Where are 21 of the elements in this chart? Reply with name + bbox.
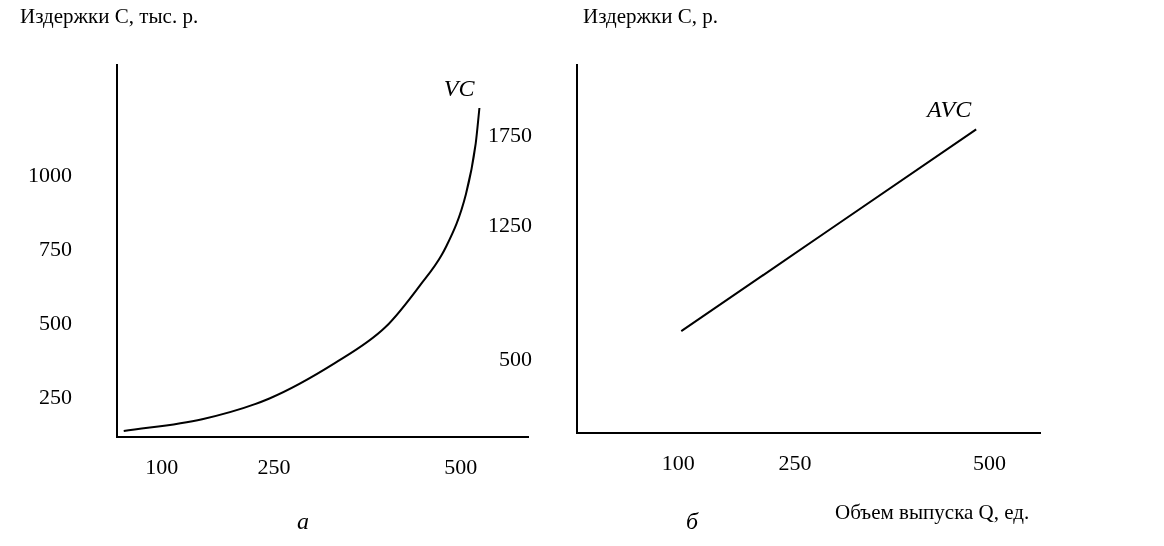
y-tick-label: 1000 bbox=[28, 161, 72, 187]
x-tick-label: 250 bbox=[778, 449, 812, 475]
series-label: AVC bbox=[925, 96, 973, 123]
y-tick-label: 250 bbox=[39, 384, 72, 410]
x-axis-title: Объем выпуска Q, ед. bbox=[835, 500, 1030, 525]
x-tick-label: 100 bbox=[145, 453, 179, 479]
line-series bbox=[122, 106, 481, 433]
y-axis-title: Издержки C, р. bbox=[583, 4, 719, 29]
x-tick-label: 500 bbox=[444, 453, 478, 479]
y-tick-label: 750 bbox=[39, 236, 72, 262]
y-tick-label: 500 bbox=[39, 310, 72, 336]
y-tick-label: 500 bbox=[499, 345, 532, 371]
series-label: VC bbox=[443, 74, 476, 101]
y-tick-label: 1750 bbox=[488, 122, 532, 148]
text: а bbox=[297, 508, 309, 535]
text: б bbox=[686, 508, 699, 535]
x-tick-label: 250 bbox=[257, 453, 291, 479]
y-tick-label: 1250 bbox=[488, 211, 532, 237]
y-axis-title: Издержки C, тыс. р. bbox=[20, 4, 199, 29]
x-tick-label: 100 bbox=[661, 449, 695, 475]
x-tick-label: 500 bbox=[972, 449, 1006, 475]
